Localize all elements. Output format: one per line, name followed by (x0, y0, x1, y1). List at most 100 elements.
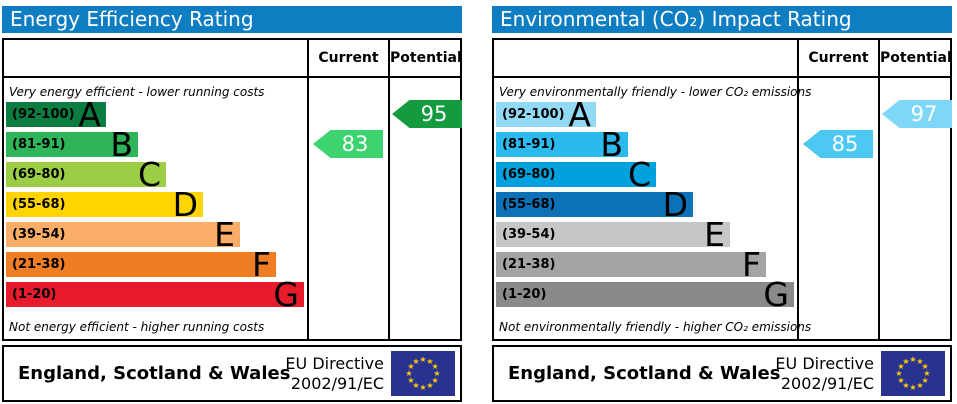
header-divider (4, 76, 460, 78)
band-d: (55-68) D (496, 185, 693, 224)
eu-directive-label: EU Directive 2002/91/EC (775, 354, 874, 394)
potential-column-header: Potential (880, 50, 952, 66)
band-b: (81-91) B (496, 125, 628, 164)
band-letter: E (214, 215, 235, 254)
column-divider (797, 40, 799, 339)
band-letter: G (763, 275, 789, 314)
panel-title: Energy Efficiency Rating (2, 6, 462, 33)
footer: England, Scotland & Wales EU Directive 2… (492, 345, 952, 402)
svg-text:★: ★ (897, 376, 904, 385)
svg-text:★: ★ (412, 357, 419, 366)
band-range: (39-54) (502, 227, 556, 242)
svg-text:★: ★ (922, 376, 929, 385)
rating-table: Current Potential Very environmentally f… (492, 38, 952, 341)
current-rating-arrow: 85 (803, 130, 873, 158)
band-range: (81-91) (502, 137, 556, 152)
band-d: (55-68) D (6, 185, 203, 224)
band-letter: D (172, 185, 198, 224)
svg-text:★: ★ (902, 357, 909, 366)
band-a: (92-100) A (6, 95, 106, 134)
potential-column-header: Potential (390, 50, 462, 66)
band-letter: F (742, 245, 761, 284)
band-g: (1-20) G (496, 275, 794, 314)
svg-text:★: ★ (432, 362, 439, 371)
band-c: (69-80) C (496, 155, 656, 194)
band-range: (1-20) (502, 287, 547, 302)
band-b: (81-91) B (6, 125, 138, 164)
band-letter: F (252, 245, 271, 284)
eu-directive-line2: 2002/91/EC (290, 373, 384, 393)
eu-directive-label: EU Directive 2002/91/EC (285, 354, 384, 394)
band-letter: G (273, 275, 299, 314)
eu-directive-line1: EU Directive (285, 353, 384, 373)
potential-rating-arrow: 97 (882, 100, 952, 128)
band-letter: A (568, 95, 591, 134)
svg-text:★: ★ (895, 369, 902, 378)
panel-title: Environmental (CO₂) Impact Rating (492, 6, 952, 33)
band-e: (39-54) E (6, 215, 240, 254)
band-a: (92-100) A (496, 95, 596, 134)
rating-table: Current Potential Very energy efficient … (2, 38, 462, 341)
region-label: England, Scotland & Wales (508, 363, 781, 384)
band-range: (55-68) (502, 197, 556, 212)
band-letter: C (627, 155, 651, 194)
bottom-note: Not environmentally friendly - higher CO… (499, 320, 812, 334)
potential-rating-value: 95 (420, 102, 448, 126)
current-rating-value: 85 (831, 132, 859, 156)
svg-text:★: ★ (426, 357, 433, 366)
column-divider (388, 40, 390, 339)
current-column-header: Current (318, 50, 379, 66)
region-label: England, Scotland & Wales (18, 363, 291, 384)
band-f: (21-38) F (496, 245, 766, 284)
band-range: (1-20) (12, 287, 57, 302)
svg-text:★: ★ (909, 383, 916, 392)
svg-text:★: ★ (916, 357, 923, 366)
svg-text:★: ★ (923, 369, 930, 378)
current-rating-value: 83 (341, 132, 369, 156)
top-note: Very environmentally friendly - lower CO… (499, 85, 812, 99)
current-column-header: Current (808, 50, 869, 66)
svg-text:★: ★ (897, 362, 904, 371)
band-range: (81-91) (12, 137, 66, 152)
svg-text:★: ★ (407, 362, 414, 371)
band-c: (69-80) C (6, 155, 166, 194)
band-range: (21-38) (12, 257, 66, 272)
column-divider (878, 40, 880, 339)
svg-text:★: ★ (412, 381, 419, 390)
svg-text:★: ★ (909, 355, 916, 364)
band-letter: A (78, 95, 101, 134)
svg-text:★: ★ (433, 369, 440, 378)
svg-text:★: ★ (916, 381, 923, 390)
svg-text:★: ★ (419, 355, 426, 364)
band-range: (69-80) (502, 167, 556, 182)
eu-flag-icon: ★ ★★ ★★★ ★★★ ★★★ (881, 351, 945, 396)
band-letter: B (110, 125, 133, 164)
band-letter: C (137, 155, 161, 194)
svg-text:★: ★ (432, 376, 439, 385)
band-range: (21-38) (502, 257, 556, 272)
eu-directive-line2: 2002/91/EC (780, 373, 874, 393)
potential-rating-arrow: 95 (392, 100, 462, 128)
band-range: (69-80) (12, 167, 66, 182)
svg-text:★: ★ (426, 381, 433, 390)
bottom-note: Not energy efficient - higher running co… (9, 320, 265, 334)
potential-rating-value: 97 (910, 102, 938, 126)
band-letter: B (600, 125, 623, 164)
band-letter: D (662, 185, 688, 224)
band-letter: E (704, 215, 725, 254)
svg-text:★: ★ (902, 381, 909, 390)
band-range: (92-100) (12, 107, 75, 122)
energy-efficiency-panel: Energy Efficiency Rating Current Potenti… (0, 0, 467, 404)
band-range: (92-100) (502, 107, 565, 122)
svg-text:★: ★ (407, 376, 414, 385)
band-g: (1-20) G (6, 275, 304, 314)
footer: England, Scotland & Wales EU Directive 2… (2, 345, 462, 402)
environmental-impact-panel: Environmental (CO₂) Impact Rating Curren… (490, 0, 957, 404)
column-divider (307, 40, 309, 339)
current-rating-arrow: 83 (313, 130, 383, 158)
band-f: (21-38) F (6, 245, 276, 284)
svg-text:★: ★ (922, 362, 929, 371)
band-range: (39-54) (12, 227, 66, 242)
eu-directive-line1: EU Directive (775, 353, 874, 373)
svg-text:★: ★ (419, 383, 426, 392)
